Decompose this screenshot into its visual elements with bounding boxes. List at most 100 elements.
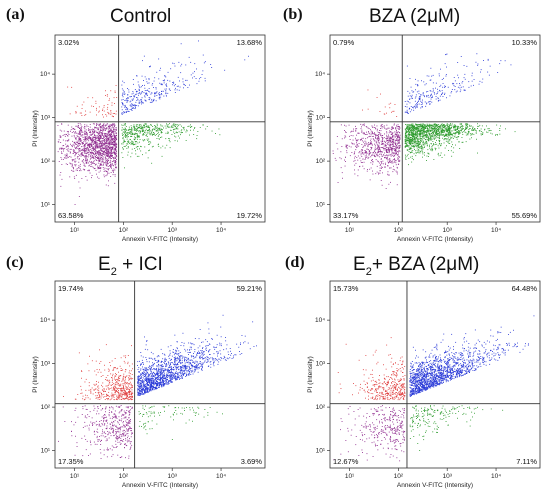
data-point [378, 132, 380, 134]
data-point [93, 160, 95, 162]
data-point [94, 131, 95, 132]
data-point [378, 173, 379, 175]
data-point [139, 92, 141, 94]
data-point [413, 136, 415, 137]
data-point [370, 167, 372, 169]
data-point [113, 143, 115, 145]
data-point [113, 159, 115, 161]
data-point [70, 163, 72, 164]
data-point [140, 93, 142, 95]
data-point [415, 133, 417, 135]
data-point [169, 123, 170, 125]
data-point [396, 142, 398, 144]
data-point [390, 141, 392, 143]
data-point [97, 136, 99, 138]
data-point [336, 142, 338, 144]
data-point [365, 143, 367, 145]
data-point [398, 128, 400, 130]
data-point [416, 128, 418, 130]
data-point [415, 133, 416, 135]
data-point [111, 162, 113, 164]
data-point [111, 169, 113, 171]
data-point [431, 95, 433, 97]
data-point [102, 145, 104, 147]
data-point [345, 136, 347, 138]
data-point [411, 125, 413, 127]
data-point [135, 125, 137, 127]
data-point [140, 145, 141, 147]
data-point [73, 136, 75, 138]
data-point [377, 151, 379, 153]
data-point [340, 158, 342, 160]
data-point [417, 85, 418, 87]
data-point [406, 65, 408, 67]
data-point [174, 92, 176, 93]
data-point [407, 113, 409, 114]
data-point [108, 166, 110, 167]
data-point [457, 127, 459, 129]
data-point [412, 145, 414, 146]
data-point [98, 424, 100, 426]
data-point [424, 126, 425, 128]
data-point [416, 126, 417, 128]
data-point [386, 132, 388, 134]
data-point [430, 67, 432, 69]
data-point [85, 176, 87, 177]
data-point [132, 125, 134, 127]
data-point [133, 126, 135, 128]
data-point [360, 139, 362, 141]
data-point [131, 407, 133, 409]
data-point [125, 131, 126, 133]
data-point [124, 100, 126, 101]
data-point [202, 124, 204, 126]
data-point [113, 152, 115, 154]
data-point [372, 126, 374, 128]
data-point [149, 134, 151, 136]
data-point [363, 168, 365, 170]
data-point [157, 128, 159, 130]
data-point [392, 148, 394, 150]
data-point [424, 136, 426, 138]
data-point [437, 129, 439, 131]
data-point [153, 132, 154, 133]
data-point [457, 86, 459, 88]
data-point [389, 141, 391, 143]
data-point [88, 129, 89, 131]
data-point [351, 130, 352, 132]
data-point [487, 71, 489, 73]
data-point [420, 139, 422, 141]
data-point [151, 162, 153, 164]
data-point [158, 94, 160, 96]
data-point [159, 96, 160, 98]
data-point [421, 130, 422, 132]
data-point [420, 151, 421, 152]
data-point [117, 422, 119, 424]
data-point [175, 132, 177, 134]
data-point [405, 130, 406, 132]
data-point [361, 139, 362, 140]
data-point [393, 139, 395, 141]
data-point [431, 93, 432, 95]
data-point [411, 148, 413, 150]
data-point [457, 126, 459, 128]
data-point [390, 154, 392, 156]
data-point [417, 85, 419, 87]
data-point [374, 149, 376, 151]
data-point [435, 128, 437, 129]
data-point [410, 140, 412, 141]
data-point [392, 162, 394, 164]
data-point [78, 167, 80, 169]
data-point [99, 126, 101, 128]
data-point [78, 158, 80, 160]
data-point [114, 125, 116, 126]
data-point [389, 159, 391, 161]
data-point [60, 172, 62, 173]
data-point [79, 150, 81, 152]
data-point [394, 153, 396, 155]
data-point [130, 106, 132, 108]
data-point [405, 143, 406, 145]
data-point [422, 128, 424, 130]
data-point [84, 132, 86, 134]
data-point [196, 83, 198, 85]
data-point [102, 157, 103, 159]
